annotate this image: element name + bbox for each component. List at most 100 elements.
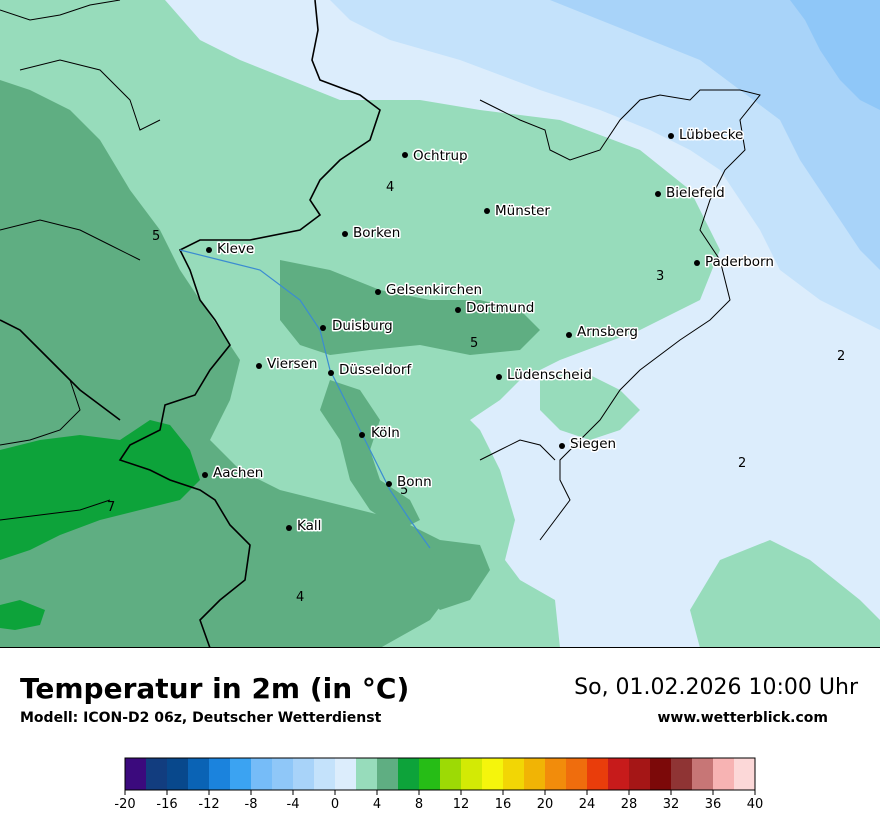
legend-swatch [188,758,210,790]
city-dot [559,443,565,449]
legend-ticks: -20 -16 -12 -8 -4 0 4 8 12 16 20 24 28 32 36 40 [114,790,763,812]
legend-swatch [209,758,231,790]
legend-swatch [419,758,441,790]
legend-swatch [545,758,567,790]
legend-tick-label: 36 [705,797,722,812]
city-label-luedenscheid: Lüdenscheid [507,367,592,383]
legend-swatch [335,758,357,790]
river-rhine [179,249,431,549]
city-dot [320,325,326,331]
color-legend: -20 -16 -12 -8 -4 0 4 8 12 16 20 24 28 32 36 40 [114,757,763,812]
city-label-paderborn: Paderborn [705,254,774,270]
legend-swatch [482,758,504,790]
isoline-label: 2 [837,349,845,364]
legend-border [124,757,756,791]
city-dot [694,260,700,266]
city-dot [668,133,674,139]
city-label-koeln: Köln [371,425,400,441]
legend-swatch [314,758,336,790]
isoline-label: 7 [107,500,115,515]
city-dot [655,191,661,197]
legend-tick-label: -12 [198,797,219,812]
legend-swatch [608,758,630,790]
region-borders [0,0,761,541]
forecast-datetime: So, 01.02.2026 10:00 Uhr [574,675,858,700]
map-canvas: 4 5 3 5 2 2 7 5 4 Ochtrup Münster Lübbec… [0,0,880,649]
zone-4c-sauerland [540,370,640,440]
legend-swatch [440,758,462,790]
legend-tick-label: -16 [156,797,177,812]
map-title: Temperatur in 2m (in °C) [20,672,410,705]
legend-tick-label: 8 [415,797,423,812]
city-label-kleve: Kleve [217,241,254,257]
city-label-luebbecke: Lübbecke [679,127,743,143]
city-dot [256,363,262,369]
legend-tick-label: -4 [287,797,300,812]
legend-swatch [461,758,483,790]
city-markers: Ochtrup Münster Lübbecke Bielefeld Borke… [202,126,775,536]
city-dot [206,247,212,253]
city-dot [202,472,208,478]
legend-swatch [566,758,588,790]
legend-swatch [671,758,693,790]
legend-tick-label: -20 [114,797,135,812]
legend-tick-label: 0 [331,797,339,812]
zone-8c-patch [0,600,45,630]
city-label-viersen: Viersen [267,356,317,372]
city-label-gelsenkirchen: Gelsenkirchen [386,282,482,298]
city-label-muenster: Münster [495,203,550,219]
legend-swatch [650,758,672,790]
city-dot [286,525,292,531]
legend-swatch [146,758,168,790]
legend-swatch [272,758,294,790]
zone-8c-aachen [0,420,200,560]
isoline-label: 4 [296,590,304,605]
legend-tick-label: 40 [747,797,764,812]
legend-swatches [124,757,756,791]
city-label-borken: Borken [353,225,400,241]
isoline-label: 3 [656,269,664,284]
temperature-map: 4 5 3 5 2 2 7 5 4 Ochtrup Münster Lübbec… [0,0,880,649]
city-label-duesseldorf: Düsseldorf [339,362,412,378]
city-dot [455,307,461,313]
legend-swatch [293,758,315,790]
isoline-label: 5 [470,336,478,351]
isoline-label: 5 [400,483,408,498]
isoline-label: 5 [152,229,160,244]
legend-tick-label: 28 [621,797,638,812]
legend-swatch [524,758,546,790]
legend-swatch [692,758,714,790]
website-link[interactable]: www.wetterblick.com [657,710,829,726]
city-label-aachen: Aachen [213,465,263,481]
zone-4c-east [690,540,880,648]
zone-2c-north [165,0,880,648]
legend-swatch [587,758,609,790]
legend-swatch [377,758,399,790]
city-label-ochtrup: Ochtrup [413,148,468,164]
city-dot [402,152,408,158]
isoline-label: 4 [386,180,394,195]
legend-swatch [503,758,525,790]
legend-swatch [251,758,273,790]
legend-swatch [167,758,189,790]
zone-6c-rhine [320,380,420,530]
legend-tick-label: 16 [495,797,512,812]
legend-tick-label: 24 [579,797,596,812]
city-label-siegen: Siegen [570,436,616,452]
city-label-bielefeld: Bielefeld [666,185,725,201]
legend-swatch [629,758,651,790]
city-dot [566,332,572,338]
city-dot [484,208,490,214]
city-dot [328,370,334,376]
isoline-label: 2 [738,456,746,471]
footer: Temperatur in 2m (in °C) Modell: ICON-D2… [0,648,880,830]
zone-6c-south [420,540,490,610]
legend-tick-label: 12 [453,797,470,812]
zone-6c-ruhr [280,260,540,355]
zone-minus4c [790,0,880,110]
legend-swatch [125,758,147,790]
legend-swatch [230,758,252,790]
legend-swatch [734,758,756,790]
city-label-duisburg: Duisburg [332,318,393,334]
city-dot [496,374,502,380]
